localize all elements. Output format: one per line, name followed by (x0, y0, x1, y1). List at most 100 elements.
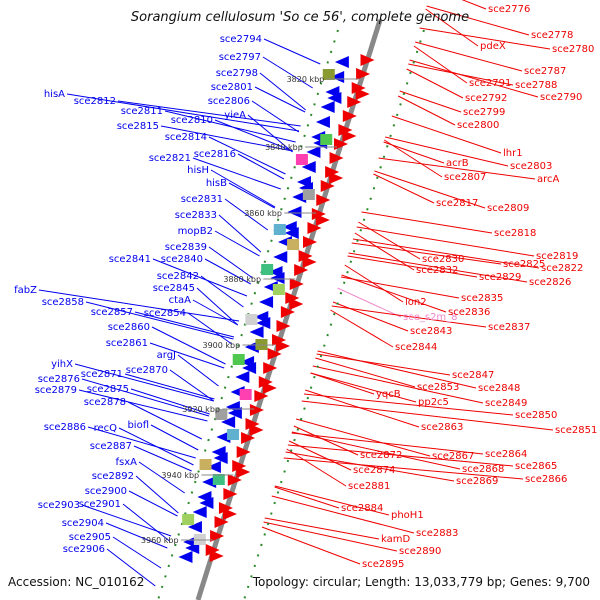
label-connector (152, 258, 248, 297)
label-connector (214, 119, 293, 152)
reverse-gene-arrow (356, 68, 371, 80)
forward-gene-arrow (292, 191, 307, 203)
gene-label-right: sce2863 (421, 422, 463, 433)
label-connector (341, 274, 447, 313)
gene-label-left: sce2798 (216, 68, 258, 79)
forward-gene-arrow (178, 551, 193, 563)
label-connector (117, 100, 301, 127)
gene-label-right: sce2829 (479, 272, 521, 283)
reverse-gene-arrow (320, 180, 335, 192)
gene-label-left: sce2904 (62, 518, 104, 529)
label-connector (295, 418, 431, 457)
gene-label-right: pp2c5 (418, 397, 449, 408)
gene-label-left: sce2797 (219, 52, 261, 63)
forward-gene-arrow (227, 407, 242, 419)
forward-gene-arrow (187, 521, 202, 533)
gene-label-right: sce2847 (452, 370, 494, 381)
gene-label-right: sce2853 (417, 382, 459, 393)
reverse-gene-arrow (249, 424, 264, 436)
forward-gene-arrow (301, 161, 316, 173)
kbp-ticks: 3820 kbp 3840 kbp 3860 kbp 3880 kbp 3900 kbp… (141, 75, 359, 545)
gene-label-left: ctaA (169, 295, 192, 306)
reverse-gene-arrow (218, 502, 233, 514)
map-title: Sorangium cellulosum 'So ce 56', complet… (130, 10, 470, 25)
kbp-tick-label: 3840 kbp (265, 143, 303, 152)
gene-label-left: sce2892 (92, 471, 134, 482)
reverse-gene-arrow (209, 550, 224, 562)
label-connector (128, 490, 178, 517)
gene-label-right: sce2867 (432, 451, 474, 462)
label-connector (105, 522, 168, 549)
gene-label-right: sce2864 (485, 449, 527, 460)
forward-gene-arrow (221, 416, 236, 428)
gene-label-left: sce2861 (106, 338, 148, 349)
reverse-gene-arrow (254, 390, 269, 402)
forward-gene-arrow (249, 326, 264, 338)
label-connector (247, 114, 293, 153)
label-connector (106, 548, 156, 587)
forward-gene-arrow (270, 272, 285, 284)
label-connector (218, 214, 262, 253)
gene-label-left: yieA (224, 110, 246, 121)
label-connector (160, 125, 293, 152)
gene-label-right: sce2787 (524, 66, 566, 77)
label-connector (286, 448, 347, 487)
label-connector (135, 475, 179, 514)
reverse-gene-arrow (205, 544, 220, 556)
reverse-gene-arrow (222, 508, 237, 520)
gene-label-right: pdeX (480, 41, 506, 52)
reverse-gene-arrow (355, 88, 370, 100)
gene-label-left: recQ (94, 423, 118, 434)
label-connector (291, 431, 461, 470)
label-connector (397, 95, 456, 126)
label-connector (204, 258, 251, 285)
reverse-gene-arrow (298, 250, 313, 262)
gene-label-left: sce2801 (211, 82, 253, 93)
gene-label-left: sce2811 (121, 106, 163, 117)
label-connector (305, 389, 420, 428)
reverse-gene-arrow (289, 298, 304, 310)
feature-block (322, 69, 335, 80)
label-connector (317, 350, 477, 389)
label-connector (112, 536, 162, 569)
label-connector (310, 372, 375, 395)
gene-label-right: sce2851 (555, 425, 597, 436)
label-connector (263, 38, 321, 65)
feature-block (295, 154, 308, 165)
gene-label-right: sce2817 (436, 198, 478, 209)
label-connector (409, 59, 539, 98)
gene-label-right: sce2836 (448, 307, 490, 318)
label-connector (192, 157, 281, 190)
label-connector (383, 139, 443, 178)
label-connector (149, 342, 225, 369)
left-gene-labels: sce2794 sce2797 sce2798 sce2801 sce2806 hisA s… (14, 34, 262, 555)
label-connector (425, 8, 479, 47)
label-connector (385, 136, 509, 167)
reverse-gene-arrow (276, 340, 291, 352)
gene-label-right: yqcB (376, 389, 401, 400)
label-connector (347, 255, 478, 278)
forward-gene-arrow (330, 71, 345, 83)
gene-label-right: sce2799 (463, 107, 505, 118)
gene-label-right: sce2868 (462, 464, 504, 475)
label-connector (316, 353, 451, 376)
gene-label-left: sce2903 (38, 500, 80, 511)
label-connector (391, 115, 502, 154)
reverse-gene-arrow (227, 474, 242, 486)
label-connector (259, 72, 307, 111)
reverse-gene-arrow (342, 130, 357, 142)
gene-label-left: sce2860 (108, 322, 150, 333)
gene-label-right: sce2819 (536, 251, 578, 262)
gene-label-left: sce2858 (42, 297, 84, 308)
gene-label-left: sce2900 (85, 486, 127, 497)
label-connector (332, 301, 409, 332)
reverse-gene-arrow (241, 432, 256, 444)
label-connector (151, 326, 226, 365)
gene-label-left: sce2839 (165, 242, 207, 253)
forward-gene-arrow (216, 431, 231, 443)
label-connector (187, 312, 233, 345)
gene-label-right: phoH1 (391, 510, 424, 521)
gene-label-right: sce2843 (410, 326, 452, 337)
reverse-gene-arrow (280, 306, 295, 318)
